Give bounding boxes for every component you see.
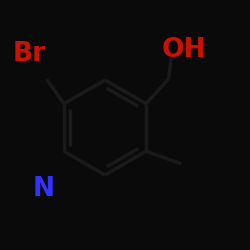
Text: Br: Br [12,41,45,67]
Text: OH: OH [162,37,206,63]
Text: N: N [33,176,55,202]
